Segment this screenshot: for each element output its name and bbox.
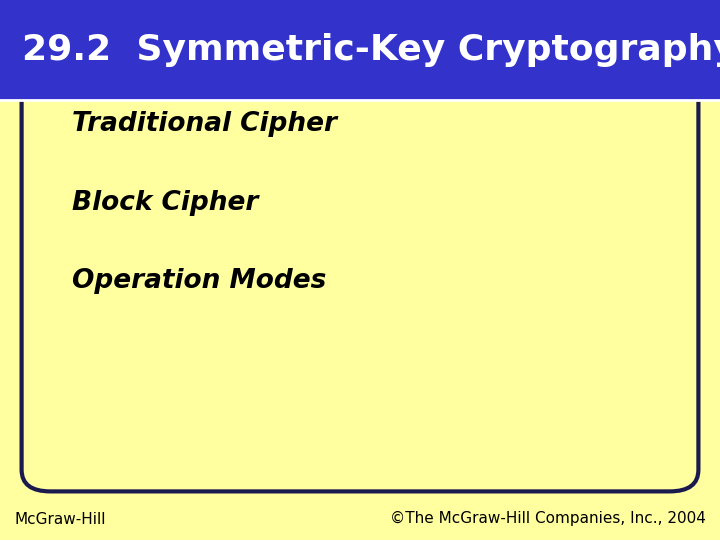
Text: Traditional Cipher: Traditional Cipher: [72, 111, 337, 137]
Text: ©The McGraw-Hill Companies, Inc., 2004: ©The McGraw-Hill Companies, Inc., 2004: [390, 511, 706, 526]
Bar: [0, 0, 720, 100]
Text: Operation Modes: Operation Modes: [72, 268, 326, 294]
Text: 29.2  Symmetric-Key Cryptography: 29.2 Symmetric-Key Cryptography: [22, 33, 720, 67]
Text: Block Cipher: Block Cipher: [72, 190, 258, 215]
Text: McGraw-Hill: McGraw-Hill: [14, 511, 106, 526]
FancyBboxPatch shape: [22, 65, 698, 491]
